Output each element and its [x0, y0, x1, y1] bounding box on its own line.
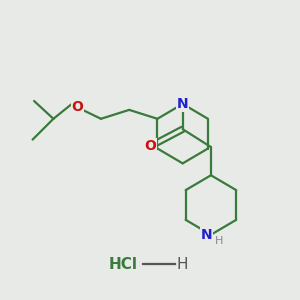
- Text: HCl: HCl: [109, 257, 138, 272]
- Text: O: O: [144, 139, 156, 152]
- Text: O: O: [71, 100, 83, 114]
- Text: N: N: [201, 228, 212, 242]
- Text: N: N: [177, 97, 188, 111]
- Text: H: H: [177, 257, 188, 272]
- Text: H: H: [215, 236, 224, 246]
